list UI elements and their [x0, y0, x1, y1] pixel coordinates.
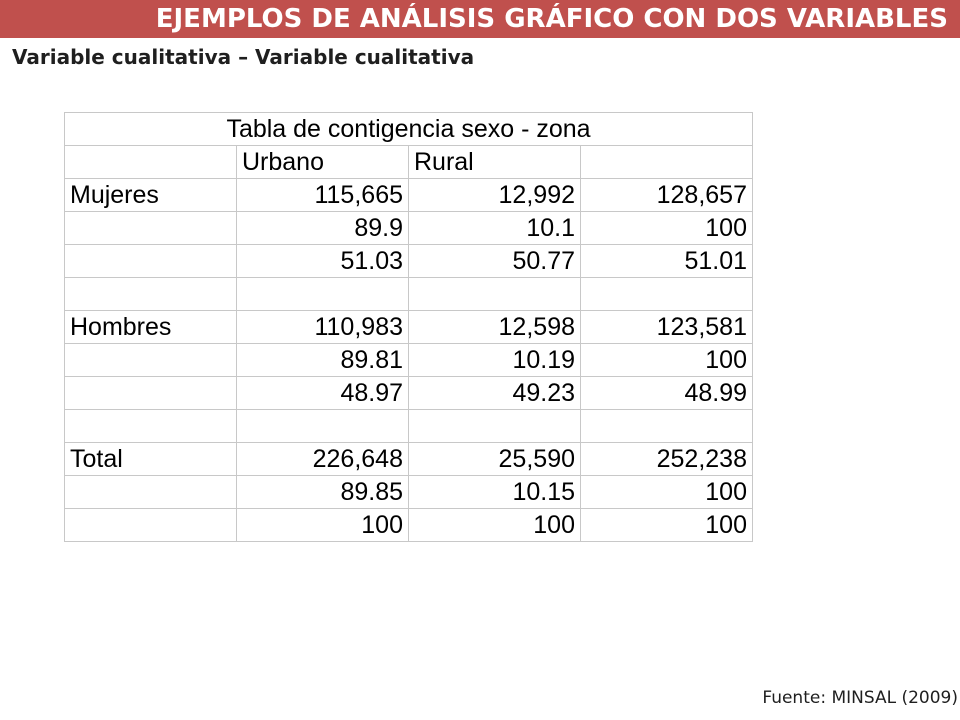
value-cell: 100 — [580, 343, 753, 377]
table-header-row: Urbano Rural — [64, 145, 753, 179]
column-header — [580, 145, 753, 179]
value-cell — [408, 409, 581, 443]
table-row: 89.85 10.15 100 — [64, 475, 753, 509]
value-cell — [580, 409, 753, 443]
value-cell: 100 — [580, 508, 753, 542]
value-cell: 100 — [236, 508, 409, 542]
row-label-cell: Total — [64, 442, 237, 476]
value-cell: 10.1 — [408, 211, 581, 245]
row-label-cell: Hombres — [64, 310, 237, 344]
value-cell: 89.85 — [236, 475, 409, 509]
column-header — [64, 145, 237, 179]
value-cell: 226,648 — [236, 442, 409, 476]
row-label-cell — [64, 475, 237, 509]
value-cell: 100 — [408, 508, 581, 542]
value-cell: 49.23 — [408, 376, 581, 410]
value-cell — [236, 409, 409, 443]
value-cell: 48.97 — [236, 376, 409, 410]
value-cell: 51.01 — [580, 244, 753, 278]
value-cell: 128,657 — [580, 178, 753, 212]
row-label-cell — [64, 211, 237, 245]
value-cell: 10.19 — [408, 343, 581, 377]
column-header: Rural — [408, 145, 581, 179]
table-row: 89.9 10.1 100 — [64, 211, 753, 245]
value-cell: 123,581 — [580, 310, 753, 344]
row-label-cell — [64, 343, 237, 377]
table-row: 89.81 10.19 100 — [64, 343, 753, 377]
table-row: Total 226,648 25,590 252,238 — [64, 442, 753, 476]
slide-subtitle: Variable cualitativa – Variable cualitat… — [12, 45, 475, 69]
value-cell: 48.99 — [580, 376, 753, 410]
contingency-table-container: Tabla de contigencia sexo - zona Urbano … — [64, 112, 753, 542]
value-cell: 50.77 — [408, 244, 581, 278]
row-label-cell — [64, 277, 237, 311]
value-cell: 12,992 — [408, 178, 581, 212]
value-cell: 100 — [580, 475, 753, 509]
table-row: 100 100 100 — [64, 508, 753, 542]
value-cell: 12,598 — [408, 310, 581, 344]
table-row: 48.97 49.23 48.99 — [64, 376, 753, 410]
value-cell: 89.81 — [236, 343, 409, 377]
row-label-cell — [64, 244, 237, 278]
title-bar: EJEMPLOS DE ANÁLISIS GRÁFICO CON DOS VAR… — [0, 0, 960, 38]
value-cell: 100 — [580, 211, 753, 245]
table-caption-row: Tabla de contigencia sexo - zona — [64, 112, 753, 146]
value-cell: 89.9 — [236, 211, 409, 245]
slide-title: EJEMPLOS DE ANÁLISIS GRÁFICO CON DOS VAR… — [155, 4, 948, 34]
value-cell: 110,983 — [236, 310, 409, 344]
value-cell — [236, 277, 409, 311]
value-cell: 10.15 — [408, 475, 581, 509]
table-row — [64, 277, 753, 311]
table-caption: Tabla de contigencia sexo - zona — [64, 112, 753, 146]
source-note: Fuente: MINSAL (2009) — [762, 688, 958, 708]
row-label-cell — [64, 409, 237, 443]
contingency-table: Tabla de contigencia sexo - zona Urbano … — [64, 112, 753, 542]
value-cell — [408, 277, 581, 311]
row-label-cell — [64, 376, 237, 410]
value-cell: 51.03 — [236, 244, 409, 278]
row-label-cell: Mujeres — [64, 178, 237, 212]
row-label-cell — [64, 508, 237, 542]
value-cell: 252,238 — [580, 442, 753, 476]
table-row: Mujeres 115,665 12,992 128,657 — [64, 178, 753, 212]
value-cell: 25,590 — [408, 442, 581, 476]
table-row: 51.03 50.77 51.01 — [64, 244, 753, 278]
table-row — [64, 409, 753, 443]
table-row: Hombres 110,983 12,598 123,581 — [64, 310, 753, 344]
value-cell — [580, 277, 753, 311]
value-cell: 115,665 — [236, 178, 409, 212]
column-header: Urbano — [236, 145, 409, 179]
